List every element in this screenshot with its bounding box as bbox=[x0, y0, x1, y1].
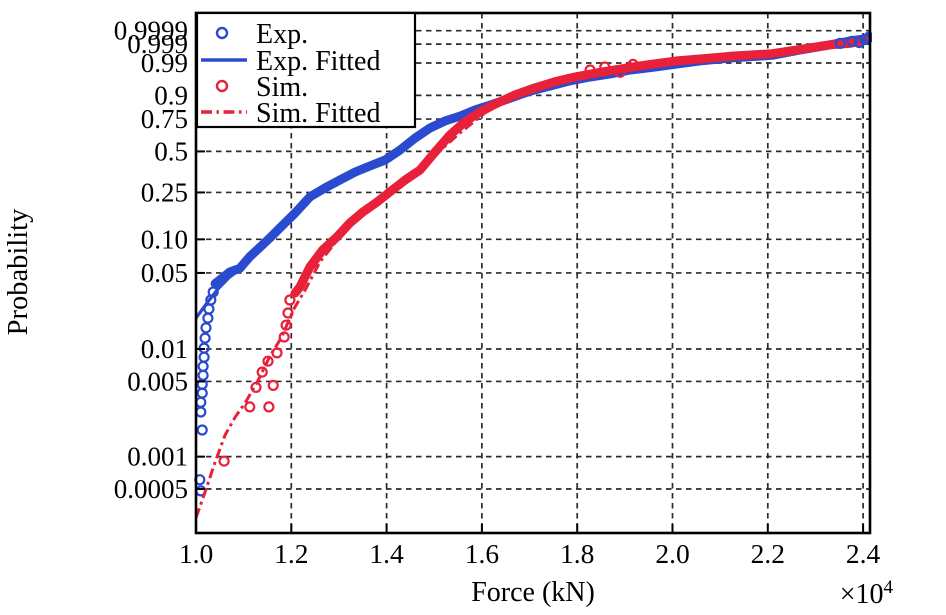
legend-label: Sim. bbox=[256, 72, 308, 103]
y-tick-label: 0.9 bbox=[154, 80, 188, 110]
sim-data-point bbox=[284, 294, 296, 306]
legend-label: Sim. Fitted bbox=[256, 98, 380, 129]
x-tick-label: 1.0 bbox=[179, 538, 213, 569]
legend-label: Exp. bbox=[256, 19, 308, 50]
sim-data-point bbox=[280, 319, 292, 331]
legend-box bbox=[195, 11, 417, 129]
exp-data-point bbox=[196, 424, 208, 436]
x-axis-title: Force (kN) bbox=[471, 577, 595, 608]
y-tick-label: 0.05 bbox=[141, 258, 188, 288]
x-tick-label: 1.8 bbox=[560, 538, 594, 569]
series-layer bbox=[194, 31, 872, 519]
y-tick-label: 0.01 bbox=[141, 334, 188, 364]
sim-data-point bbox=[218, 455, 230, 467]
x-tick-label: 1.6 bbox=[465, 538, 499, 569]
sim-data-point bbox=[282, 307, 294, 319]
y-tick-label: 0.005 bbox=[127, 366, 188, 396]
y-tick-label: 0.25 bbox=[141, 177, 188, 207]
x-tick-label: 1.2 bbox=[274, 538, 308, 569]
x-tick-label: 2.2 bbox=[751, 538, 785, 569]
sim-data-point bbox=[256, 366, 268, 378]
sim-data-point bbox=[244, 401, 256, 413]
y-tick-label: 0.75 bbox=[141, 104, 188, 134]
y-tick-label: 0.001 bbox=[127, 442, 188, 472]
exp-data-point bbox=[853, 36, 865, 49]
y-tick-label: 0.999 bbox=[127, 29, 188, 59]
sim-data-point bbox=[263, 401, 275, 413]
y-tick-label: 0.99 bbox=[141, 48, 188, 78]
exp-data-point bbox=[834, 37, 846, 50]
exp-data-point bbox=[200, 322, 212, 334]
x-tick-label: 1.4 bbox=[369, 538, 404, 569]
y-tick-label: 0.5 bbox=[154, 136, 188, 166]
sim-data-point bbox=[627, 58, 639, 71]
y-tick-label: 0.10 bbox=[141, 224, 188, 254]
legend-marker-sim-circle-icon bbox=[215, 79, 229, 93]
sim-data-point bbox=[267, 379, 279, 391]
tick-layer bbox=[195, 29, 865, 533]
sim-data-point bbox=[584, 64, 596, 76]
legend-label: Exp. Fitted bbox=[256, 46, 380, 77]
y-tick-label: 0.0005 bbox=[114, 474, 188, 504]
y-axis-title: Probability bbox=[3, 208, 34, 335]
exp-data-point bbox=[846, 35, 858, 47]
y-tick-label: 0.9999 bbox=[114, 16, 188, 46]
x-tick-label: 2.0 bbox=[655, 538, 689, 569]
legend-marker-exp-circle-icon bbox=[215, 26, 229, 40]
x-axis-multiplier-exponent: 4 bbox=[884, 577, 894, 598]
x-tick-label: 2.4 bbox=[846, 538, 881, 569]
sim-data-point bbox=[278, 331, 290, 343]
sim-fitted-line bbox=[194, 39, 870, 519]
